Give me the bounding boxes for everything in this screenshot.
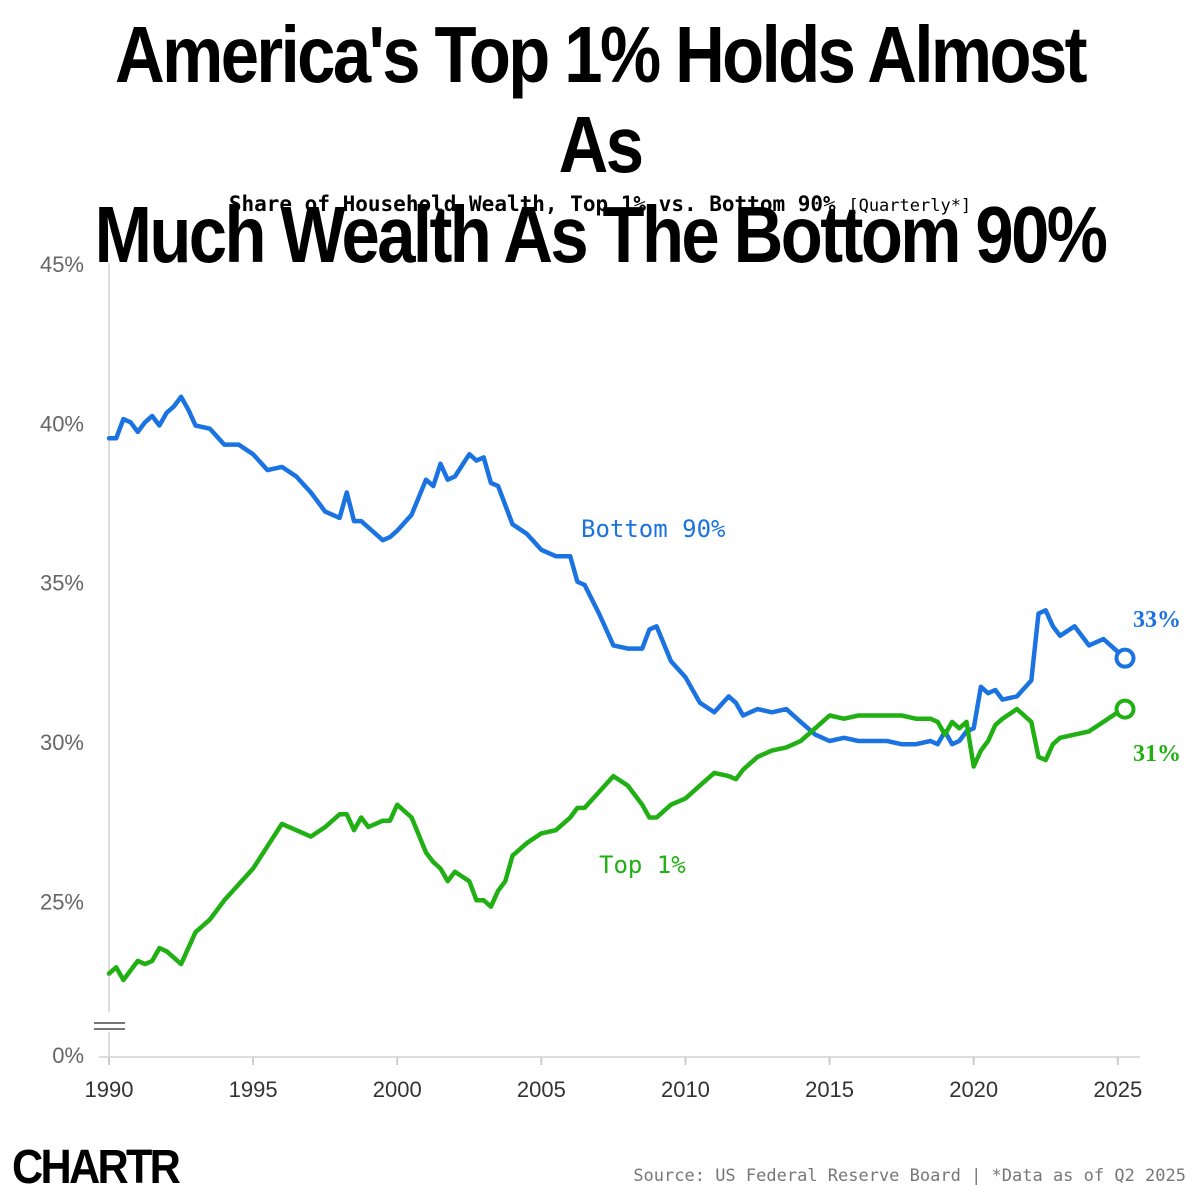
top-1-label: Top 1%: [599, 851, 686, 879]
y-tick-label: 0%: [52, 1043, 84, 1068]
top-1-line: [106, 706, 1128, 983]
bottom-90-line: [106, 394, 1128, 747]
source-note: Source: US Federal Reserve Board | *Data…: [633, 1166, 1186, 1186]
y-tick-label: 45%: [40, 252, 84, 277]
chart-axes: 0% 25% 30% 35% 40% 45% 1990 1995 2000 2005 2010 201…: [40, 252, 1142, 1102]
subtitle-text: Share of Household Wealth, Top 1% vs. Bo…: [228, 192, 836, 216]
chartr-logo: CHARTR: [12, 1141, 181, 1194]
bottom-90-end-label: 33%: [1133, 607, 1181, 633]
x-tick-label: 2015: [805, 1077, 854, 1102]
x-tick-label: 2005: [517, 1077, 566, 1102]
chart-series: [106, 394, 1136, 983]
chart-title: America's Top 1% Holds Almost As Much We…: [84, 10, 1116, 280]
y-tick-label: 30%: [40, 730, 84, 755]
title-line-1: America's Top 1% Holds Almost As: [115, 10, 1088, 189]
title-line-2: Much Wealth As The Bottom 90%: [94, 190, 1108, 279]
x-tick-label: 1990: [85, 1077, 134, 1102]
bottom-90-label: Bottom 90%: [581, 515, 726, 543]
x-tick-label: 2020: [949, 1077, 998, 1102]
x-tick-label: 2025: [1093, 1077, 1142, 1102]
subtitle-note: [Quarterly*]: [848, 196, 972, 216]
bottom-90-end-marker: [1114, 647, 1136, 669]
top-1-end-marker: [1114, 698, 1136, 720]
chart-subtitle: Share of Household Wealth, Top 1% vs. Bo…: [0, 192, 1200, 216]
y-tick-label: 40%: [40, 411, 84, 436]
chart-labels: Bottom 90% 33% Top 1% 31%: [581, 515, 1181, 879]
y-tick-label: 25%: [40, 889, 84, 914]
x-tick-label: 2010: [661, 1077, 710, 1102]
x-tick-label: 1995: [229, 1077, 278, 1102]
top-1-end-label: 31%: [1133, 741, 1181, 767]
x-tick-label: 2000: [373, 1077, 422, 1102]
y-tick-label: 35%: [40, 571, 84, 596]
